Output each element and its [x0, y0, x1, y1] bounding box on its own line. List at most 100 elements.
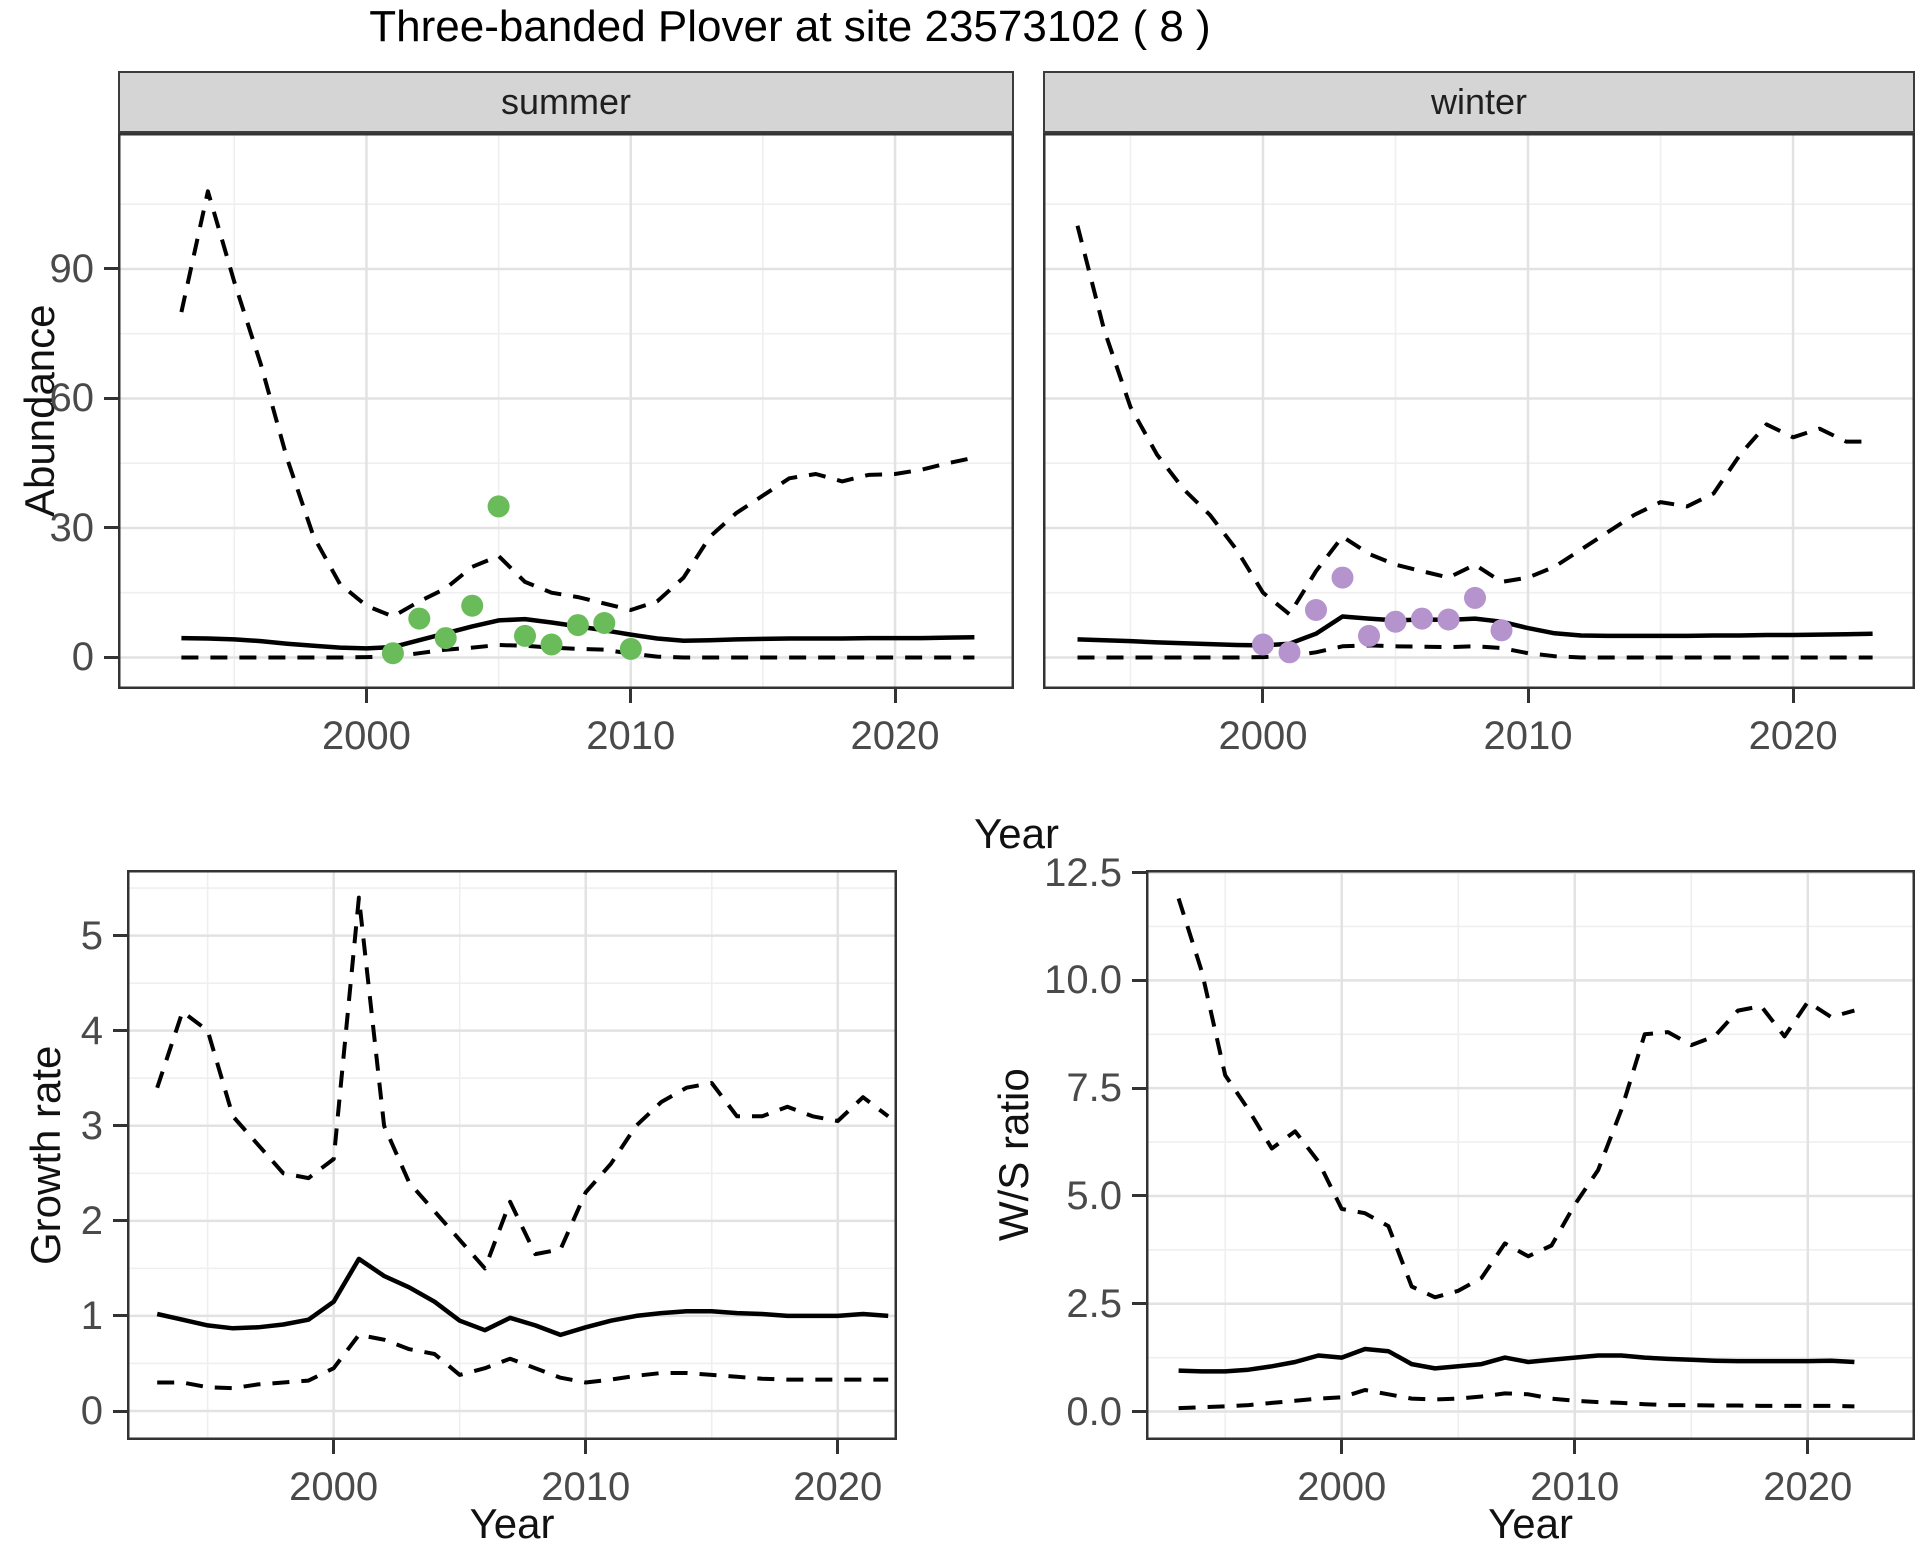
ws-panel-background [1146, 870, 1915, 1440]
winter-abundance-plot [1043, 133, 1915, 689]
x-tick [364, 689, 368, 703]
winter-observed-point [1358, 624, 1380, 647]
x-tick [1526, 689, 1530, 703]
summer-upper_95ci-line [179, 189, 975, 619]
y-tick-label: 5 [80, 913, 103, 958]
summer-abundance-plot [118, 133, 1014, 689]
x-tick [836, 1440, 840, 1454]
summer-observed-point [434, 627, 457, 650]
summer-panel-background [118, 133, 1014, 689]
x-tick-label: 2000 [289, 1465, 379, 1509]
y-tick [1132, 978, 1146, 982]
y-tick-label: 7.5 [1066, 1066, 1122, 1111]
facet-strip-summer-label: summer [500, 81, 631, 122]
y-tick-label: 1 [80, 1293, 103, 1338]
winter-observed-point [1278, 641, 1301, 664]
x-tick-label: 2010 [586, 714, 676, 758]
winter-observed-point [1411, 607, 1433, 630]
y-tick-label: 12.5 [1044, 850, 1122, 895]
x-tick-label: 2000 [1218, 714, 1308, 758]
y-tick-label: 3 [80, 1103, 103, 1148]
chart-title: Three-banded Plover at site 23573102 ( 8… [369, 2, 1211, 51]
summer-panel-border [118, 133, 1014, 689]
y-tick [113, 1029, 127, 1033]
winter-panel-border [1043, 133, 1915, 689]
x-tick-label: 2020 [850, 714, 940, 758]
y-tick-label: 0.0 [1066, 1389, 1122, 1434]
x-tick-label: 2000 [321, 714, 411, 758]
y-tick-label: 0 [80, 1389, 103, 1433]
x-axis-title-growth: Year [469, 1500, 555, 1547]
winter-observed-point [1305, 599, 1327, 621]
y-tick-label: 30 [49, 505, 95, 550]
ws-panel-border [1146, 870, 1915, 1440]
y-tick-label: 10.0 [1044, 958, 1122, 1003]
summer-observed-point [566, 614, 589, 637]
growth-panel-background [127, 870, 897, 1440]
x-axis-title-top: Year [974, 810, 1059, 857]
x-tick [629, 689, 633, 703]
summer-observed-point [540, 633, 563, 656]
y-tick [113, 1124, 127, 1128]
y-tick-label: 5.0 [1066, 1173, 1122, 1218]
ws-upper_95ci-line [1176, 897, 1855, 1300]
y-tick [104, 526, 118, 530]
summer-observed-point [593, 612, 616, 634]
x-tick [1573, 1440, 1577, 1454]
y-tick-label: 2 [80, 1198, 103, 1243]
summer-observed-point [461, 594, 484, 617]
winter-upper_95ci-line [1075, 225, 1873, 617]
x-tick [893, 689, 897, 703]
x-tick-label: 2020 [1748, 714, 1838, 758]
growth-panel-border [127, 870, 897, 1440]
y-tick [113, 1314, 127, 1318]
x-tick [332, 1440, 336, 1454]
winter-observed-point [1252, 633, 1274, 656]
y-tick [104, 267, 118, 271]
y-tick [1132, 871, 1146, 875]
y-tick [113, 1409, 127, 1413]
winter-observed-point [1490, 619, 1513, 642]
y-tick [1132, 1302, 1146, 1306]
y-tick [104, 655, 118, 659]
summer-observed-point [514, 624, 536, 647]
summer-lower_95ci-line [181, 643, 975, 660]
x-tick-label: 2010 [541, 1465, 631, 1509]
y-tick-label: 2.5 [1066, 1281, 1122, 1326]
winter-lower_95ci-line [1077, 643, 1873, 660]
y-tick [113, 1219, 127, 1223]
winter-observed-point [1331, 566, 1354, 589]
x-tick-label: 2020 [793, 1465, 883, 1509]
winter-median-line [1077, 614, 1873, 648]
summer-observed-point [487, 495, 510, 518]
y-tick [113, 934, 127, 938]
y-tick [1132, 1086, 1146, 1090]
x-tick [1806, 1440, 1810, 1454]
summer-observed-point [408, 607, 431, 630]
facet-strip-winter-label: winter [1430, 81, 1528, 122]
y-tick-label: 0 [71, 635, 94, 680]
winter-observed-point [1464, 586, 1486, 609]
growth-upper_95ci-line [155, 895, 890, 1271]
y-axis-title-ws-ratio: W/S ratio [990, 1068, 1037, 1242]
facet-strip-summer: summer [118, 71, 1014, 133]
growth-rate-plot [127, 870, 897, 1440]
winter-observed-point [1437, 608, 1460, 631]
growth-lower_95ci-line [157, 1332, 889, 1391]
x-tick-label: 2010 [1483, 714, 1573, 758]
winter-observed-point [1384, 610, 1407, 633]
ws-ratio-plot [1146, 870, 1915, 1440]
x-tick-label: 2000 [1297, 1465, 1387, 1509]
ws-median-line [1178, 1346, 1855, 1374]
x-tick [1261, 689, 1265, 703]
x-tick-label: 2020 [1763, 1465, 1853, 1509]
y-tick-label: 60 [49, 376, 95, 421]
y-tick [1132, 1194, 1146, 1198]
x-tick [584, 1440, 588, 1454]
summer-observed-point [619, 637, 642, 660]
x-axis-title-ws: Year [1488, 1500, 1573, 1547]
growth-median-line [156, 1256, 889, 1338]
x-tick [1340, 1440, 1344, 1454]
y-tick [104, 396, 118, 400]
